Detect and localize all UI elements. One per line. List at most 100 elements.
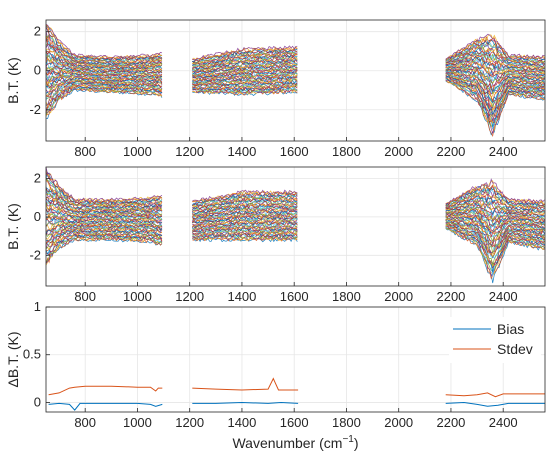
x-tick-label: 1600 xyxy=(280,289,309,304)
x-tick-label: 2400 xyxy=(489,144,518,159)
series-line xyxy=(45,78,163,93)
y-tick-label: 2 xyxy=(34,171,41,186)
series-line xyxy=(45,76,163,88)
legend-label: Stdev xyxy=(497,341,533,357)
series-line xyxy=(192,48,298,62)
axes-box xyxy=(45,166,546,287)
series-line xyxy=(192,220,298,227)
series-line xyxy=(45,186,163,211)
y-tick-label: 0 xyxy=(34,209,41,224)
series-line xyxy=(45,52,163,71)
series-line xyxy=(445,219,545,250)
series-line xyxy=(192,86,298,93)
series-line xyxy=(445,178,545,205)
series-line xyxy=(445,34,545,60)
x-tick-label: 1000 xyxy=(123,289,152,304)
legend-label: Bias xyxy=(497,321,524,337)
x-tick-label: 2000 xyxy=(384,144,413,159)
series-line xyxy=(445,222,545,256)
series-line xyxy=(445,75,545,117)
y-tick-label: 1 xyxy=(34,299,41,314)
legend: Bias Stdev xyxy=(449,317,541,363)
x-tick-label: 2000 xyxy=(384,415,413,430)
y-tick-label: 2 xyxy=(34,24,41,39)
series-line xyxy=(192,203,298,214)
series-line xyxy=(445,44,545,65)
series-line xyxy=(445,35,545,60)
series-line xyxy=(192,191,298,203)
x-tick-label: 2400 xyxy=(489,289,518,304)
x-tick-label: 1400 xyxy=(227,289,256,304)
series-line xyxy=(445,216,545,238)
x-tick-label: 1400 xyxy=(227,415,256,430)
x-tick-label: 800 xyxy=(74,144,96,159)
plot-lines xyxy=(48,377,545,411)
series-line xyxy=(192,217,298,225)
y-axis-label: B.T. (K) xyxy=(5,203,21,250)
series-line-bias xyxy=(445,401,545,407)
x-tick-label: 2200 xyxy=(436,144,465,159)
series-line xyxy=(192,226,298,233)
series-line xyxy=(445,215,545,235)
series-line xyxy=(192,45,298,61)
series-line xyxy=(45,223,163,235)
x-tick-label: 2400 xyxy=(489,415,518,430)
series-line xyxy=(45,50,163,69)
series-line xyxy=(45,50,163,70)
series-line xyxy=(45,225,163,235)
series-line xyxy=(192,209,298,218)
series-line xyxy=(445,49,545,68)
panel-2: 800 1000 1200 1400 1600 1800 2000 2200 2400 -2 0 2 B… xyxy=(5,166,546,304)
series-line xyxy=(45,173,163,204)
series-line xyxy=(445,73,545,108)
series-line xyxy=(445,75,545,115)
series-line xyxy=(45,200,163,217)
series-line xyxy=(445,195,545,213)
panel-1: 800 1000 1200 1400 1600 1800 2000 2200 2400 -2 0 2 B… xyxy=(5,19,546,159)
series-line xyxy=(445,33,545,60)
series-line xyxy=(445,225,545,269)
series-line xyxy=(445,56,545,72)
y-tick-label: 0 xyxy=(34,63,41,78)
series-line xyxy=(45,23,163,60)
y-tick-label: 0 xyxy=(34,394,41,409)
x-tick-label: 800 xyxy=(74,289,96,304)
series-line xyxy=(45,237,163,264)
series-line xyxy=(192,194,298,207)
series-line xyxy=(45,35,163,64)
series-line-stdev xyxy=(192,377,299,391)
series-line xyxy=(45,177,163,206)
series-line xyxy=(192,202,298,213)
series-line xyxy=(445,65,545,82)
plot-lines xyxy=(45,23,545,137)
series-line xyxy=(45,81,163,96)
series-line xyxy=(45,25,163,60)
series-line xyxy=(445,195,545,212)
series-line-stdev xyxy=(48,385,163,396)
series-line-bias xyxy=(192,401,299,404)
series-line xyxy=(445,192,545,210)
series-line xyxy=(192,189,298,202)
x-tick-label: 1200 xyxy=(175,144,204,159)
x-tick-label: 1200 xyxy=(175,289,204,304)
axes-box xyxy=(45,306,546,413)
series-line-stdev xyxy=(445,392,545,398)
x-axis-label: Wavenumber (cm−1) xyxy=(232,434,358,451)
series-line xyxy=(445,184,545,206)
series-line xyxy=(45,42,163,67)
series-line xyxy=(445,224,545,268)
x-tick-label: 1600 xyxy=(280,415,309,430)
series-line xyxy=(445,192,545,211)
x-tick-label: 1600 xyxy=(280,144,309,159)
series-line xyxy=(192,214,298,223)
series-line xyxy=(445,79,545,134)
series-line xyxy=(192,67,298,77)
series-line xyxy=(45,170,163,203)
series-line xyxy=(45,59,163,73)
series-line xyxy=(192,235,298,241)
series-line xyxy=(45,87,163,117)
series-line xyxy=(192,53,298,66)
x-tick-label: 1800 xyxy=(332,144,361,159)
series-line xyxy=(192,86,298,92)
series-line xyxy=(45,88,163,116)
